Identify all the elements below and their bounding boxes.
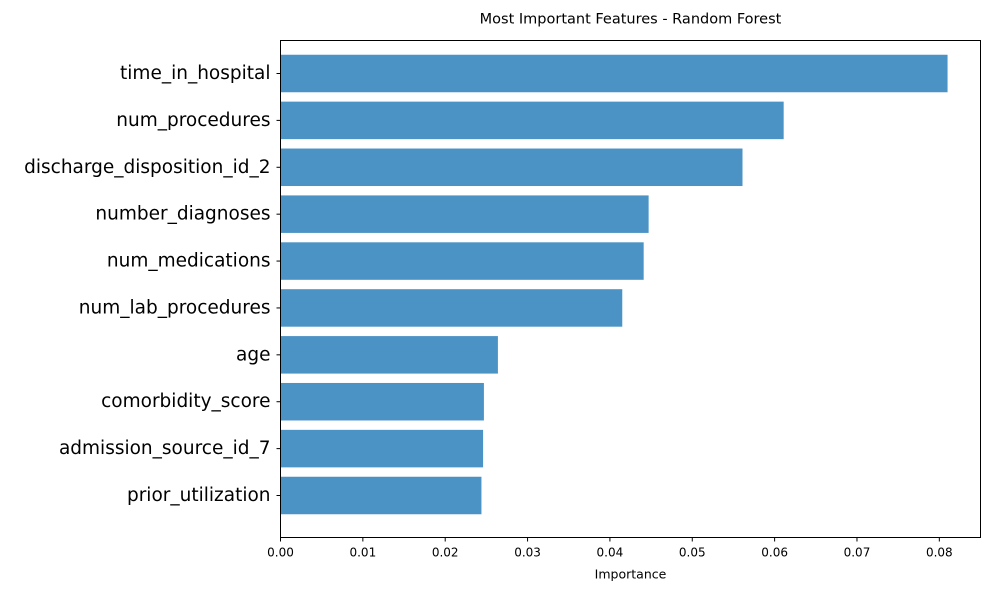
bar-prior-utilization (280, 476, 482, 515)
chart-title: Most Important Features - Random Forest (480, 12, 782, 28)
bar-num-medications (280, 242, 644, 280)
x-tick-label: 0.02 (432, 546, 459, 560)
y-axis-ticks: time_in_hospital num_procedures discharge_… (24, 63, 281, 506)
x-tick-label: 0.03 (514, 546, 541, 560)
x-tick-label: 0.07 (844, 546, 871, 560)
y-tick-label: num_medications (107, 251, 271, 272)
bar-number-diagnoses (280, 195, 649, 233)
bars-group (280, 54, 948, 515)
bar-num-lab-procedures (280, 289, 623, 327)
plot-area-frame (280, 40, 981, 538)
x-tick-label: 0.08 (926, 546, 953, 560)
bar-comorbidity-score (280, 382, 484, 421)
y-tick-label: prior_utilization (127, 485, 271, 506)
bar-admission-source-id-7 (280, 429, 484, 468)
y-tick-label: num_lab_procedures (79, 297, 271, 318)
y-tick-label: num_procedures (116, 110, 270, 131)
bar-num-procedures (280, 101, 784, 140)
y-tick-label: admission_source_id_7 (59, 438, 271, 459)
y-tick-label: discharge_disposition_id_2 (24, 157, 270, 178)
x-axis-label: Importance (595, 567, 667, 582)
bar-age (280, 336, 498, 374)
y-tick-label: time_in_hospital (120, 63, 270, 84)
x-tick-label: 0.05 (679, 546, 706, 560)
bar-time-in-hospital (280, 54, 948, 93)
x-tick-label: 0.06 (761, 546, 788, 560)
y-tick-label: number_diagnoses (95, 204, 270, 225)
y-tick-label: age (236, 344, 270, 365)
bar-discharge-disposition-id-2 (280, 148, 743, 187)
x-axis-ticks: 0.00 0.01 0.02 0.03 0.04 0.05 0.06 0.07 0.08 (267, 537, 953, 560)
x-tick-label: 0.00 (267, 546, 294, 560)
x-tick-label: 0.04 (597, 546, 624, 560)
y-tick-label: comorbidity_score (101, 391, 270, 412)
x-tick-label: 0.01 (349, 546, 376, 560)
